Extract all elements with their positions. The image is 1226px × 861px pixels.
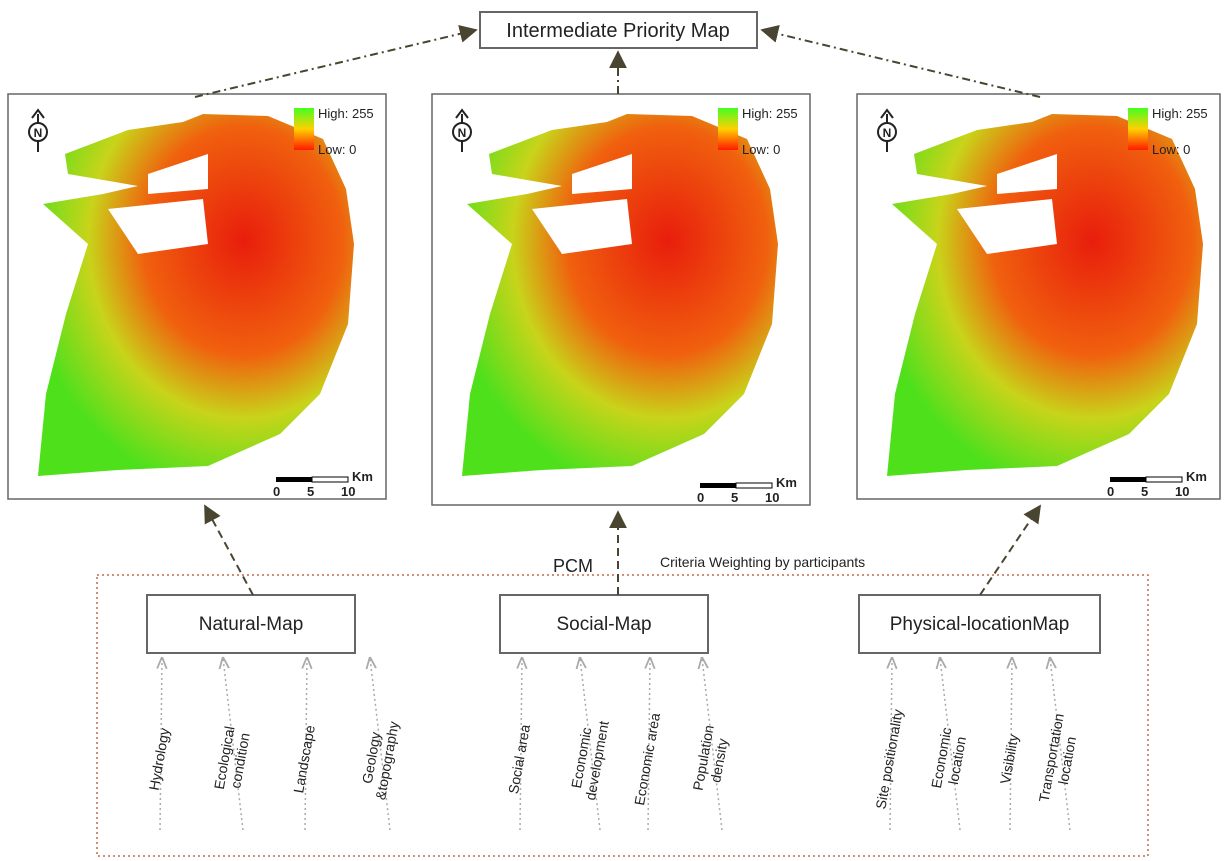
diagram: Intermediate Priority Map PCM Criteria W… [0,0,1226,861]
group-name: Social-Map [556,614,651,635]
scale-unit: Km [352,469,373,484]
criterion-line-text: Economic area [631,712,663,807]
pcm-label: PCM [553,556,593,576]
scale-black [700,483,736,488]
map-panel: N High: 255 Low: 0 Km 0 5 10 [432,94,810,505]
scale-tick: 5 [307,484,314,499]
north-label: N [883,126,892,140]
scale-unit: Km [776,475,797,490]
scale-white [1146,477,1182,482]
criterion-label: Social area [505,723,533,795]
flow-arrow [195,30,476,97]
scale-tick: 0 [697,490,704,505]
scale-white [736,483,772,488]
scale-unit: Km [1186,469,1207,484]
criterion-line-text: Visibility [997,733,1021,785]
criterion-label: Economiclocation [928,726,970,792]
group-name: Physical-locationMap [890,614,1070,635]
north-label: N [458,126,467,140]
flow-arrow [762,30,1040,97]
criterion-label: Economic area [631,712,663,807]
scale-tick: 0 [1107,484,1114,499]
scale-white [312,477,348,482]
group-name: Natural-Map [199,614,304,635]
legend-high: High: 255 [318,106,374,121]
legend-low: Low: 0 [1152,142,1190,157]
criterion-label: Transportationlocation [1036,712,1083,806]
legend-high: High: 255 [742,106,798,121]
map-panel: N High: 255 Low: 0 Km 0 5 10 [857,94,1220,499]
north-label: N [34,126,43,140]
flow-arrow [980,506,1040,595]
criterion-line-text: Landscape [290,724,318,794]
criterion-label: Economicdevelopment [566,717,611,802]
pcm-caption: Criteria Weighting by participants [660,554,865,570]
criterion-line-text: Hydrology [146,727,173,792]
criterion-label: Ecologicalcondition [211,725,254,793]
scale-tick: 10 [341,484,355,499]
scale-tick: 0 [273,484,280,499]
scale-black [276,477,312,482]
legend-low: Low: 0 [318,142,356,157]
criterion-line-text: Social area [505,723,533,795]
criterion-label: Site positionality [872,708,905,810]
flow-arrow [205,506,253,595]
top-title: Intermediate Priority Map [506,20,729,42]
criterion-line-text: Site positionality [872,708,905,810]
legend-bar [718,108,738,150]
legend-high: High: 255 [1152,106,1208,121]
scale-tick: 5 [1141,484,1148,499]
scale-tick: 10 [765,490,779,505]
map-panel: N High: 255 Low: 0 Km 0 5 10 [8,94,386,499]
scale-tick: 10 [1175,484,1189,499]
legend-low: Low: 0 [742,142,780,157]
criterion-label: Populationdensity [690,724,733,795]
scale-tick: 5 [731,490,738,505]
criterion-label: Hydrology [146,727,173,792]
criterion-label: Visibility [997,733,1021,785]
legend-bar [1128,108,1148,150]
criterion-label: Landscape [290,724,318,794]
scale-black [1110,477,1146,482]
legend-bar [294,108,314,150]
